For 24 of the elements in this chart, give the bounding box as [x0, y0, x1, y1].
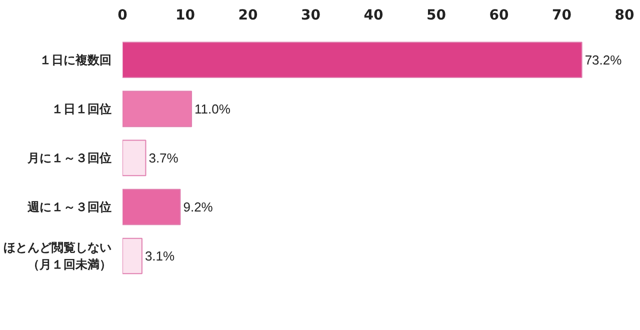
- bar: [122, 238, 142, 274]
- y-tick-label: １日１回位: [52, 102, 112, 116]
- x-tick-label: 70: [552, 8, 572, 24]
- x-tick-label: 30: [301, 8, 321, 24]
- x-tick-label: 20: [238, 8, 258, 24]
- x-tick-label: 50: [426, 8, 446, 24]
- bar: [122, 42, 582, 78]
- data-label: 11.0%: [194, 101, 231, 116]
- y-tick-label: １日に複数回: [40, 52, 112, 67]
- data-label: 3.7%: [148, 150, 179, 166]
- x-tick-label: 0: [118, 8, 128, 24]
- y-tick-label: ほとんど閲覧しない（月１回未満）: [4, 240, 112, 272]
- x-tick-label: 10: [176, 8, 196, 24]
- x-tick-label: 60: [489, 8, 509, 24]
- y-tick-label: 週に１～３回位: [26, 200, 112, 214]
- bar: [122, 188, 181, 226]
- data-label: 3.1%: [144, 248, 176, 264]
- x-tick-label: 40: [364, 8, 384, 24]
- bar: [122, 140, 146, 176]
- data-label: 73.2%: [584, 52, 622, 68]
- bar: [122, 90, 192, 128]
- y-tick-label: 月に１～３回位: [26, 150, 112, 165]
- x-tick-label: 80: [614, 8, 634, 24]
- data-label: 9.2%: [183, 199, 214, 214]
